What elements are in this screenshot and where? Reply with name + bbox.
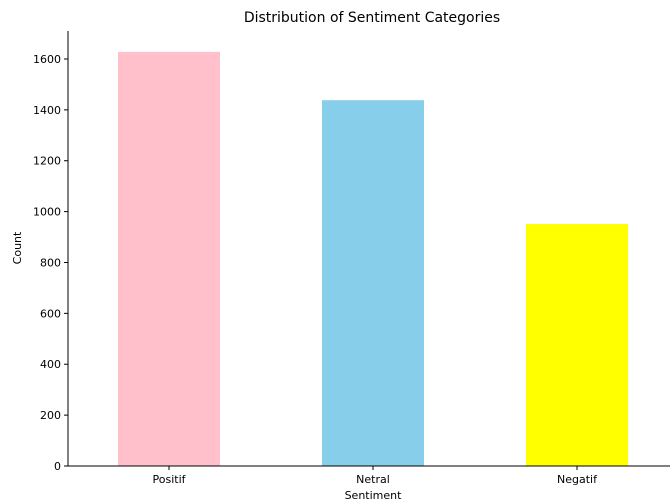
chart-title: Distribution of Sentiment Categories <box>244 10 500 26</box>
y-tick-label: 1600 <box>33 53 61 66</box>
y-tick-label: 200 <box>40 409 61 422</box>
x-tick-label-negatif: Negatif <box>557 473 598 486</box>
x-axis: Positif Netral Negatif <box>153 466 598 486</box>
bars-group <box>118 51 628 466</box>
bar-positif <box>118 51 220 466</box>
y-tick-label: 1000 <box>33 206 61 219</box>
x-tick-label-positif: Positif <box>153 473 187 486</box>
y-tick-label: 0 <box>54 460 61 473</box>
x-axis-label: Sentiment <box>345 489 403 502</box>
y-axis-label: Count <box>11 231 24 264</box>
bar-negatif <box>526 224 628 466</box>
y-tick-label: 400 <box>40 358 61 371</box>
y-tick-label: 600 <box>40 307 61 320</box>
y-tick-label: 1200 <box>33 155 61 168</box>
y-tick-label: 800 <box>40 256 61 269</box>
bar-netral <box>322 100 424 466</box>
x-tick-label-netral: Netral <box>356 473 390 486</box>
y-axis: 0 200 400 600 800 1000 1200 1400 1600 <box>33 53 68 473</box>
y-tick-label: 1400 <box>33 104 61 117</box>
